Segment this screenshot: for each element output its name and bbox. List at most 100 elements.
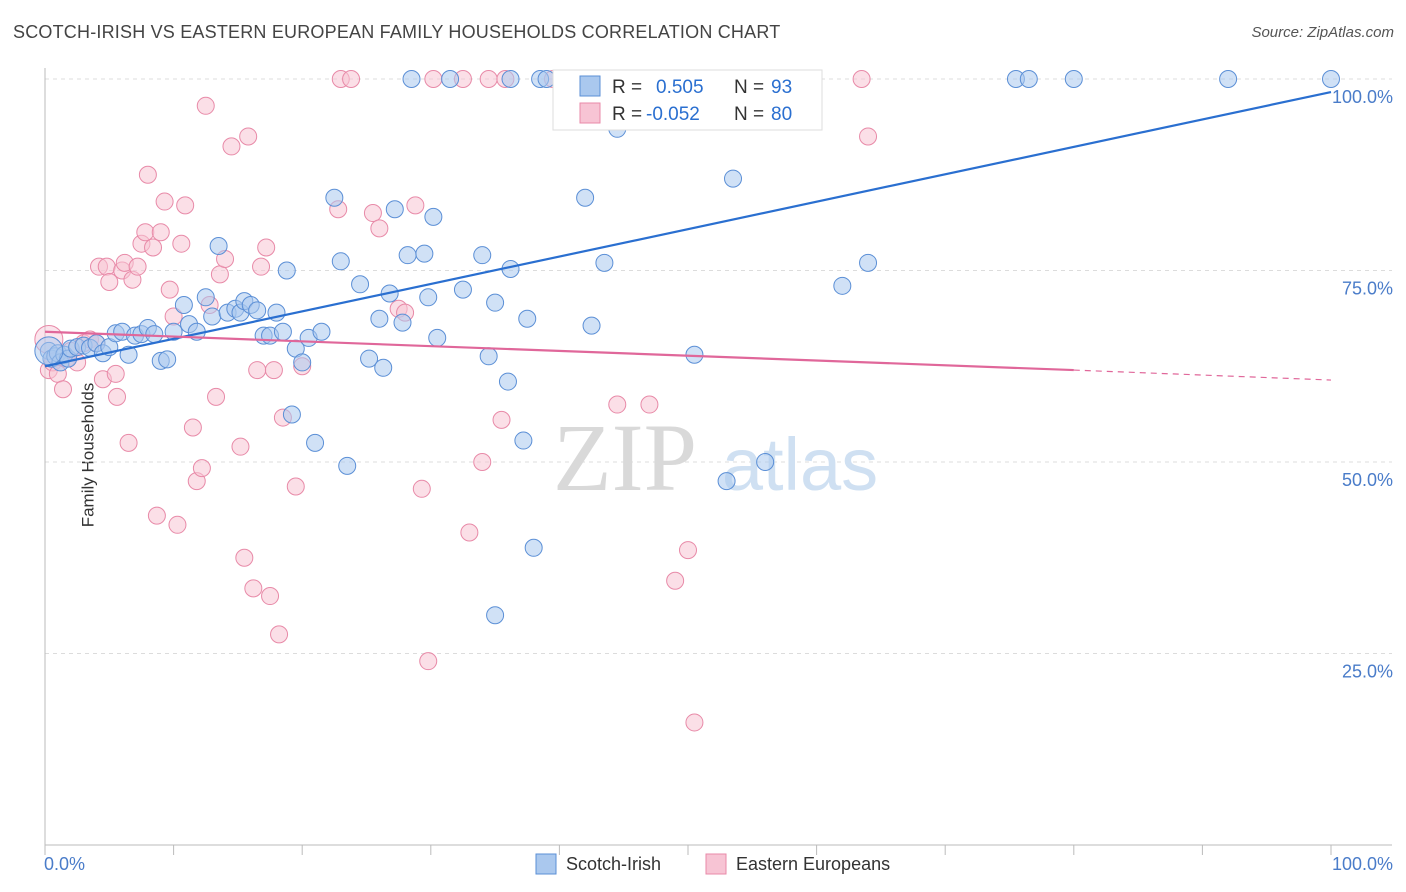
- y-tick-label: 25.0%: [1342, 662, 1393, 682]
- data-point: [119, 345, 138, 364]
- watermark-atlas: atlas: [722, 423, 878, 506]
- data-point: [203, 307, 222, 326]
- data-point: [724, 169, 743, 188]
- data-point: [282, 405, 301, 424]
- data-point: [248, 301, 267, 320]
- trend-line-eastern-europeans-extension: [1073, 369, 1332, 381]
- data-point: [492, 410, 511, 429]
- data-point: [679, 541, 697, 560]
- data-point: [257, 238, 276, 257]
- data-point: [312, 322, 331, 341]
- data-point: [54, 380, 73, 399]
- data-point: [833, 276, 852, 295]
- data-point: [325, 188, 344, 207]
- data-point: [859, 253, 878, 272]
- data-point: [128, 257, 147, 276]
- data-point: [1219, 70, 1238, 88]
- data-point: [209, 236, 228, 255]
- data-point: [119, 433, 138, 452]
- data-point: [210, 265, 229, 284]
- data-point: [331, 252, 350, 271]
- eastern-europeans-points: [34, 70, 878, 732]
- data-point: [441, 70, 460, 88]
- data-point: [338, 456, 357, 475]
- legend-r-value-1: 0.505: [656, 77, 704, 98]
- data-point: [183, 418, 202, 437]
- data-point: [756, 453, 775, 471]
- series-swatch-scotch-irish: [535, 853, 557, 875]
- data-point: [239, 127, 258, 146]
- data-point: [424, 207, 443, 226]
- data-point: [270, 625, 289, 644]
- data-point: [244, 579, 263, 598]
- data-point: [518, 309, 537, 328]
- data-point: [286, 477, 305, 496]
- data-point: [424, 70, 443, 88]
- data-point: [196, 288, 215, 307]
- data-point: [222, 137, 241, 156]
- zipatlas-watermark: ZIP atlas: [553, 404, 878, 511]
- data-point: [106, 364, 125, 383]
- data-point: [176, 196, 195, 215]
- y-tick-label: 100.0%: [1332, 87, 1393, 107]
- data-point: [479, 347, 498, 366]
- legend-r-value-2: -0.052: [646, 104, 700, 125]
- legend-n-label-1: N =: [734, 77, 764, 98]
- data-point: [595, 253, 614, 272]
- data-point: [342, 70, 361, 88]
- data-point: [398, 246, 417, 265]
- data-point: [174, 295, 193, 314]
- data-point: [158, 350, 177, 369]
- data-point: [1322, 70, 1340, 88]
- legend-swatch-pink: [579, 102, 601, 124]
- legend-r-label-1: R =: [612, 77, 642, 98]
- data-point: [486, 293, 505, 312]
- data-point: [151, 223, 170, 242]
- data-point: [360, 349, 379, 368]
- data-point: [498, 372, 517, 391]
- data-point: [207, 387, 226, 406]
- data-point: [293, 353, 312, 372]
- chart-title: SCOTCH-IRISH VS EASTERN EUROPEAN FAMILY …: [13, 22, 781, 42]
- data-point: [370, 309, 389, 328]
- data-point: [363, 204, 382, 223]
- legend-n-value-1: 93: [771, 77, 792, 98]
- data-point: [412, 479, 431, 498]
- data-point: [428, 328, 447, 347]
- data-point: [1064, 70, 1083, 88]
- source-label: Source: ZipAtlas.com: [1251, 24, 1394, 41]
- data-point: [147, 506, 166, 525]
- data-point: [1019, 70, 1038, 88]
- data-point: [196, 96, 215, 115]
- data-point-cluster: [34, 336, 64, 366]
- data-point: [168, 515, 187, 534]
- data-point: [666, 571, 685, 590]
- x-tick-label-min: 0.0%: [44, 854, 85, 874]
- data-point: [582, 316, 601, 335]
- legend-swatch-blue: [579, 75, 601, 97]
- data-point: [231, 437, 250, 456]
- data-point: [145, 325, 164, 344]
- series-label-eastern-europeans: Eastern Europeans: [736, 854, 890, 874]
- series-swatch-eastern-europeans: [705, 853, 727, 875]
- legend-n-value-2: 80: [771, 104, 792, 125]
- data-point: [100, 272, 119, 291]
- data-point: [192, 459, 211, 478]
- series-legend: Scotch-Irish Eastern Europeans: [535, 853, 890, 875]
- data-point: [460, 523, 479, 542]
- data-point: [374, 358, 393, 377]
- data-point: [537, 70, 556, 88]
- data-point: [351, 275, 370, 294]
- data-point: [402, 70, 421, 88]
- data-point: [473, 453, 492, 471]
- data-point: [264, 361, 283, 380]
- data-point: [486, 606, 505, 625]
- data-point: [419, 652, 438, 671]
- data-point: [453, 280, 472, 299]
- data-point: [160, 280, 179, 299]
- axes: [44, 68, 1392, 855]
- data-point: [370, 219, 389, 238]
- data-point: [261, 587, 280, 606]
- data-point: [136, 223, 155, 242]
- data-point: [514, 431, 533, 450]
